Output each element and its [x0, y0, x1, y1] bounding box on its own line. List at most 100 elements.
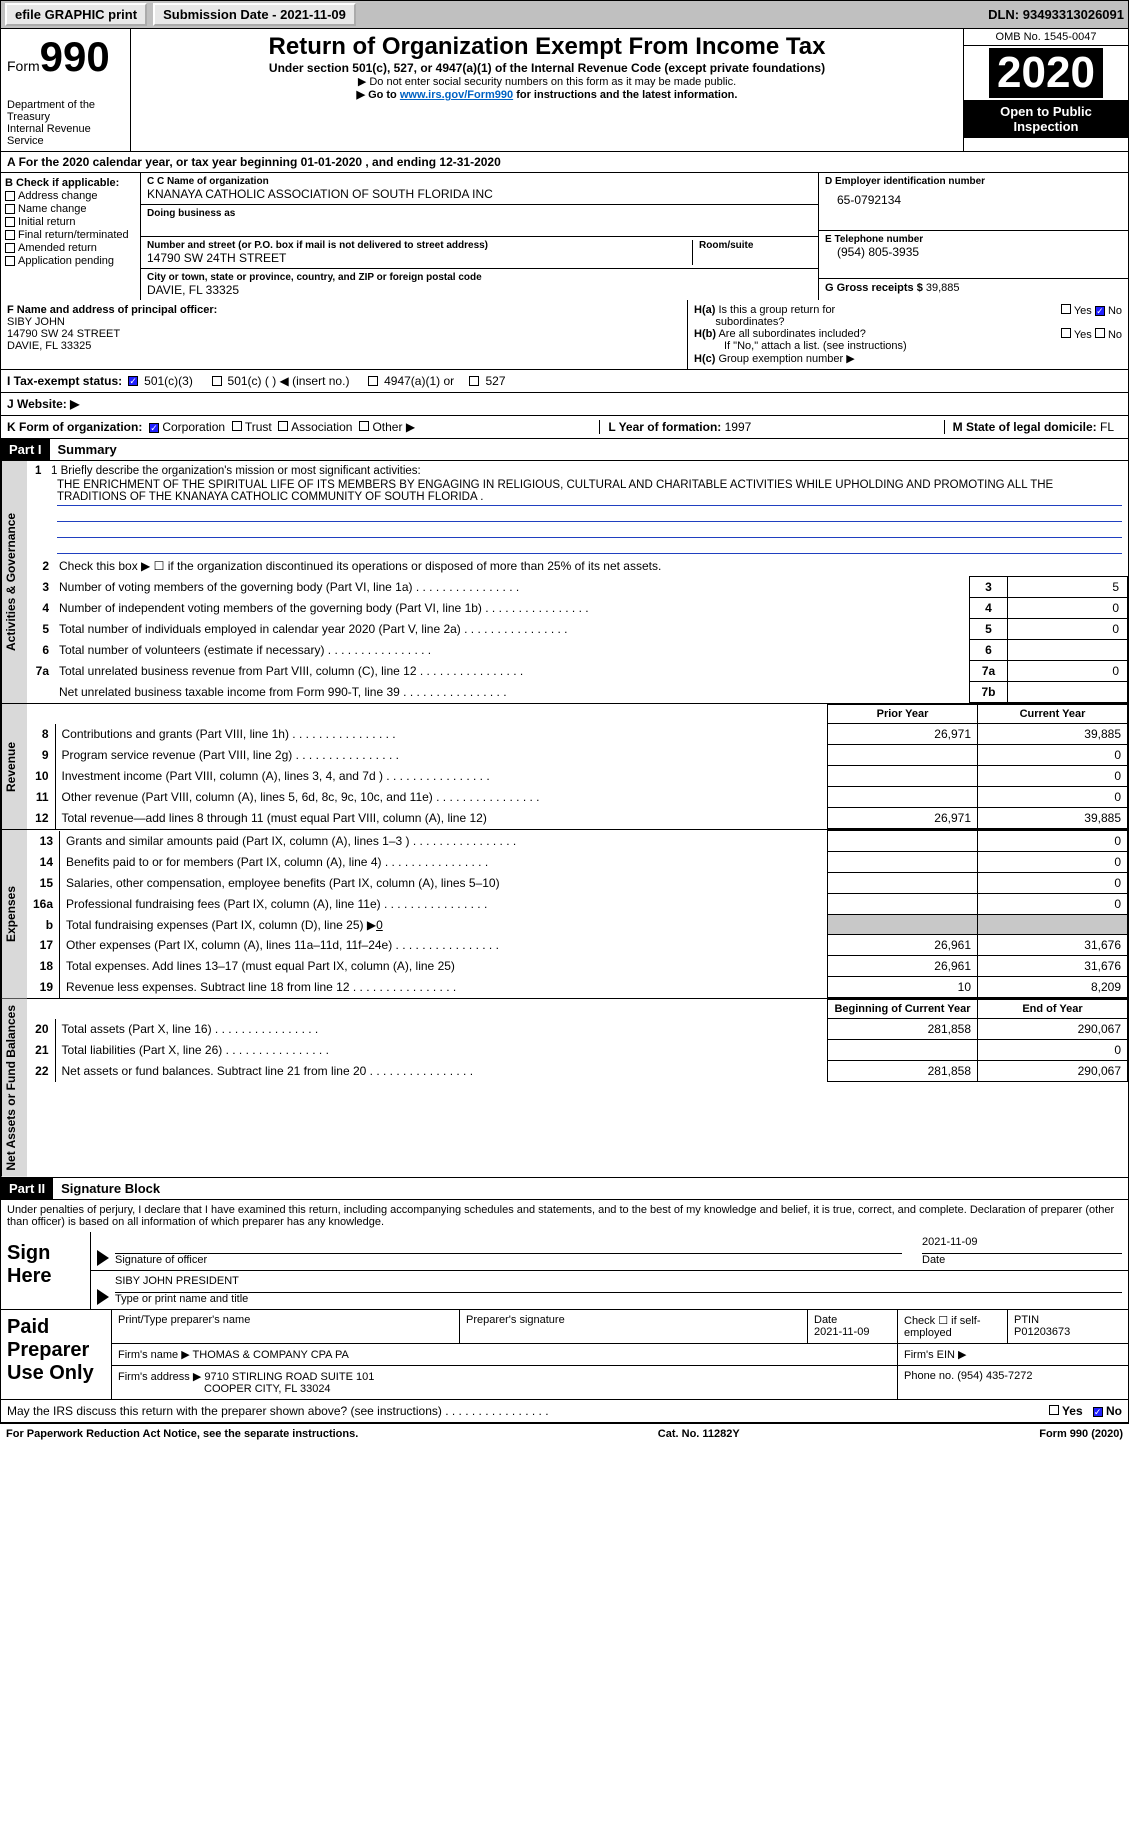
v15p — [828, 873, 978, 894]
governance-table: 2Check this box ▶ ☐ if the organization … — [27, 556, 1128, 703]
v16b: 0 — [376, 918, 383, 932]
chk-4947[interactable] — [368, 376, 378, 386]
officer-addr2: DAVIE, FL 33325 — [7, 340, 681, 352]
firm-phone: (954) 435-7272 — [957, 1370, 1032, 1382]
goto-post: for instructions and the latest informat… — [513, 89, 737, 101]
v19c: 8,209 — [978, 977, 1128, 998]
val-5: 0 — [1008, 619, 1128, 640]
v8c: 39,885 — [978, 724, 1128, 745]
arrow-icon-2 — [97, 1289, 109, 1305]
v17c: 31,676 — [978, 935, 1128, 956]
officer-name: SIBY JOHN — [7, 316, 681, 328]
lbl-address-change: Address change — [18, 190, 98, 202]
side-governance: Activities & Governance — [1, 461, 27, 703]
chk-name-change[interactable] — [5, 204, 15, 214]
submission-date-button[interactable]: Submission Date - 2021-11-09 — [153, 3, 356, 26]
line-20: Total assets (Part X, line 16) — [55, 1019, 828, 1040]
line-5: Total number of individuals employed in … — [55, 619, 970, 640]
chk-app-pending[interactable] — [5, 256, 15, 266]
chk-discuss-yes[interactable] — [1049, 1405, 1059, 1415]
hdr-current-year: Current Year — [978, 705, 1128, 724]
chk-final-return[interactable] — [5, 230, 15, 240]
box-h: H(a) Is this a group return for Yes ✓ No… — [688, 300, 1128, 369]
lbl-app-pending: Application pending — [18, 255, 114, 267]
v9p — [828, 745, 978, 766]
chk-ha-no[interactable]: ✓ — [1095, 306, 1105, 316]
city-value: DAVIE, FL 33325 — [147, 283, 812, 297]
netassets-table: Beginning of Current YearEnd of Year 20T… — [27, 999, 1128, 1082]
firm-ein-label: Firm's EIN ▶ — [904, 1349, 967, 1361]
chk-527[interactable] — [469, 376, 479, 386]
chk-other[interactable] — [359, 421, 369, 431]
jurat-text: Under penalties of perjury, I declare th… — [1, 1200, 1128, 1232]
val-7a: 0 — [1008, 661, 1128, 682]
city-label: City or town, state or province, country… — [147, 272, 812, 283]
header-right: OMB No. 1545-0047 2020 Open to Public In… — [963, 29, 1128, 151]
ha-row: H(a) Is this a group return for Yes ✓ No… — [694, 304, 1122, 328]
v18c: 31,676 — [978, 956, 1128, 977]
line-16a: Professional fundraising fees (Part IX, … — [60, 894, 828, 915]
line-7a: Total unrelated business revenue from Pa… — [55, 661, 970, 682]
hb-no: No — [1108, 329, 1122, 341]
v12c: 39,885 — [978, 808, 1128, 829]
preparer-block: Paid Preparer Use Only Print/Type prepar… — [0, 1310, 1129, 1400]
line-13: Grants and similar amounts paid (Part IX… — [60, 831, 828, 852]
v21e: 0 — [978, 1040, 1128, 1061]
chk-address-change[interactable] — [5, 191, 15, 201]
officer-name-title: SIBY JOHN PRESIDENT — [115, 1275, 1122, 1293]
line-14: Benefits paid to or for members (Part IX… — [60, 852, 828, 873]
l-label: L Year of formation: — [608, 420, 724, 434]
prep-check-label: Check ☐ if self-employed — [904, 1314, 1001, 1339]
part-i-title: Summary — [50, 439, 125, 460]
dept-treasury: Department of the Treasury — [7, 99, 124, 123]
prep-sig-label: Preparer's signature — [466, 1314, 801, 1326]
ein-cell: D Employer identification number 65-0792… — [819, 173, 1128, 231]
chk-discuss-no[interactable]: ✓ — [1093, 1407, 1103, 1417]
efile-print-button[interactable]: efile GRAPHIC print — [5, 3, 147, 26]
line-9: Program service revenue (Part VIII, line… — [55, 745, 828, 766]
irs-link[interactable]: www.irs.gov/Form990 — [400, 89, 513, 101]
city-cell: City or town, state or province, country… — [141, 269, 818, 300]
opt-corp: Corporation — [162, 420, 225, 434]
chk-501c3[interactable]: ✓ — [128, 376, 138, 386]
chk-ha-yes[interactable] — [1061, 304, 1071, 314]
prep-print-label: Print/Type preparer's name — [118, 1314, 453, 1326]
k-label: K Form of organization: — [7, 420, 142, 434]
dba-cell: Doing business as — [141, 205, 818, 237]
line-8: Contributions and grants (Part VIII, lin… — [55, 724, 828, 745]
chk-assoc[interactable] — [278, 421, 288, 431]
lbl-amended: Amended return — [18, 242, 97, 254]
m-label: M State of legal domicile: — [953, 420, 1100, 434]
form-header: Form990 Department of the Treasury Inter… — [0, 29, 1129, 152]
footer-mid: Cat. No. 11282Y — [658, 1428, 740, 1440]
chk-amended[interactable] — [5, 243, 15, 253]
line-19: Revenue less expenses. Subtract line 18 … — [60, 977, 828, 998]
org-name-label: C Name of organization — [157, 176, 269, 187]
opt-other: Other ▶ — [372, 420, 415, 434]
prep-ptin-label: PTIN — [1014, 1314, 1122, 1326]
line-2: Check this box ▶ ☐ if the organization d… — [55, 556, 1128, 577]
line-22: Net assets or fund balances. Subtract li… — [55, 1061, 828, 1082]
chk-501c[interactable] — [212, 376, 222, 386]
block-bcdeg: B Check if applicable: Address change Na… — [0, 173, 1129, 300]
v16ap — [828, 894, 978, 915]
chk-corp[interactable]: ✓ — [149, 423, 159, 433]
chk-hb-yes[interactable] — [1061, 328, 1071, 338]
f-label: F Name and address of principal officer: — [7, 304, 217, 316]
line-15: Salaries, other compensation, employee b… — [60, 873, 828, 894]
chk-trust[interactable] — [232, 421, 242, 431]
section-revenue: Revenue Prior YearCurrent Year 8Contribu… — [0, 704, 1129, 830]
v8p: 26,971 — [828, 724, 978, 745]
firm-addr2: COOPER CITY, FL 33024 — [118, 1383, 331, 1395]
mission-label: 1 Briefly describe the organization's mi… — [51, 465, 421, 477]
ha-yes: Yes — [1074, 305, 1092, 317]
hdr-end-year: End of Year — [978, 1000, 1128, 1019]
i-label: I Tax-exempt status: — [7, 374, 122, 388]
lbl-name-change: Name change — [18, 203, 87, 215]
header-left: Form990 Department of the Treasury Inter… — [1, 29, 131, 151]
firm-name-label: Firm's name ▶ — [118, 1349, 193, 1361]
chk-initial-return[interactable] — [5, 217, 15, 227]
val-6 — [1008, 640, 1128, 661]
chk-hb-no[interactable] — [1095, 328, 1105, 338]
dln-field: DLN: 93493313026091 — [988, 7, 1124, 22]
